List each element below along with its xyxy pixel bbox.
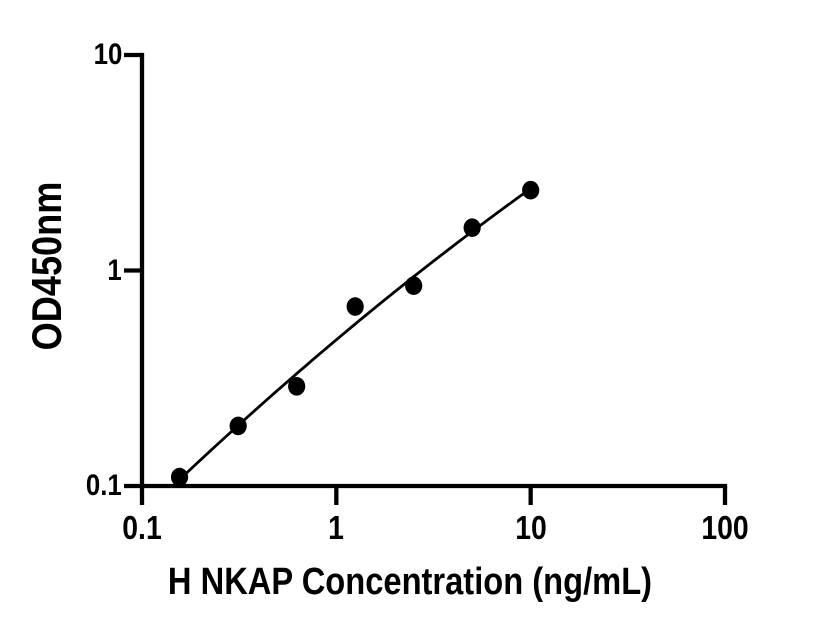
x-tick-label: 100 xyxy=(701,509,749,546)
data-point xyxy=(463,218,481,237)
y-tick-label: 1 xyxy=(107,253,122,287)
data-point xyxy=(170,467,189,487)
x-tick-label: 1 xyxy=(328,509,345,546)
y-tick-label: 0.1 xyxy=(86,469,122,502)
y-axis-title: OD450nm xyxy=(23,181,70,351)
data-point xyxy=(522,180,540,200)
y-tick-label: 10 xyxy=(93,38,122,71)
x-tick-label: 10 xyxy=(514,509,547,546)
data-point xyxy=(405,276,423,296)
x-tick-label: 0.1 xyxy=(122,509,162,546)
x-axis-title: H NKAP Concentration (ng/mL) xyxy=(167,561,653,603)
data-point xyxy=(346,297,364,316)
data-point xyxy=(229,416,247,436)
data-point xyxy=(288,377,306,396)
